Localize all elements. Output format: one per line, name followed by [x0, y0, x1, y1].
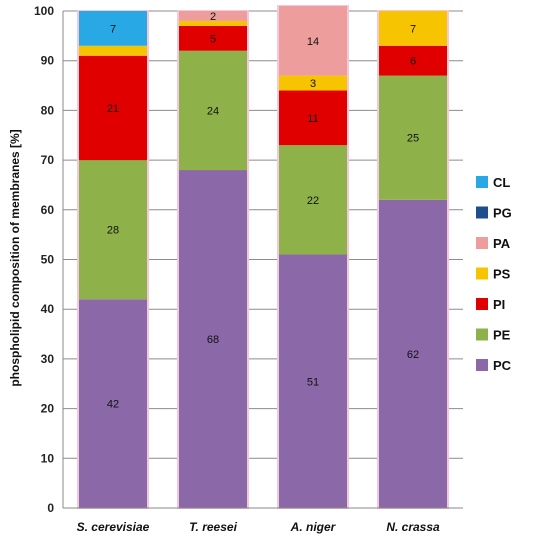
legend-swatch-pg — [476, 206, 488, 219]
bar-segment-pe — [379, 75, 447, 200]
legend-label: PA — [493, 236, 511, 251]
y-tick-label: 10 — [41, 451, 55, 465]
data-label: 21 — [107, 103, 119, 115]
data-label: 28 — [107, 225, 119, 237]
legend-label: PG — [493, 206, 512, 221]
bar-segment-pc — [179, 170, 247, 509]
y-tick-label: 80 — [41, 103, 55, 117]
bar-segment-pe — [79, 160, 147, 300]
data-label: 11 — [307, 113, 318, 125]
legend-swatch-cl — [476, 176, 488, 188]
data-label: 3 — [310, 78, 316, 90]
bar-segment-pa — [279, 6, 347, 76]
y-axis-label: phospholipid composition of membranes [%… — [8, 129, 22, 386]
legend-label: PE — [493, 328, 511, 343]
bar-segment-pi — [179, 25, 247, 51]
x-tick-label: S. cerevisiae — [77, 520, 150, 534]
y-tick-label: 100 — [34, 4, 54, 18]
x-tick-label: A. niger — [290, 520, 337, 534]
y-tick-label: 20 — [41, 402, 55, 416]
legend-swatch-pe — [476, 328, 488, 341]
legend: CL PG PA PS PI PE PC — [476, 175, 512, 373]
legend-label: PS — [493, 267, 511, 282]
data-label: 2 — [210, 11, 216, 23]
bar-segment-pi — [79, 55, 147, 161]
y-tick-label: 30 — [41, 352, 55, 366]
bar-segment-ps — [279, 75, 347, 91]
legend-label: CL — [493, 175, 510, 190]
legend-label: PI — [493, 297, 505, 312]
bar-segment-pi — [279, 90, 347, 146]
y-tick-label: 60 — [41, 203, 55, 217]
bar-segment-pa — [179, 11, 247, 21]
bar-segment-ps — [379, 11, 447, 46]
bar-segment-pi — [379, 45, 447, 76]
bar-segment-pc — [379, 199, 447, 509]
legend-label: PC — [493, 358, 512, 373]
data-label: 25 — [407, 133, 419, 145]
y-tick-label: 70 — [41, 153, 55, 167]
data-label: 42 — [107, 399, 119, 411]
y-tick-label: 40 — [41, 302, 55, 316]
bar-segment-pc — [79, 299, 147, 508]
y-axis-ticks: 0 10 20 30 40 50 60 70 80 90 100 — [34, 4, 54, 515]
data-label: 22 — [307, 195, 319, 207]
bars: 42 28 21 7 68 24 5 2 51 22 11 3 14 62 25 6 7 — [77, 5, 449, 510]
bar-segment-ps — [79, 45, 147, 56]
bar-segment-pe — [179, 50, 247, 171]
bar-segment-cl — [79, 11, 147, 46]
data-label: 51 — [307, 376, 319, 388]
data-label: 5 — [210, 33, 216, 45]
data-label: 6 — [410, 56, 416, 68]
data-label: 68 — [207, 334, 219, 346]
data-label: 24 — [207, 105, 219, 117]
legend-swatch-ps — [476, 267, 488, 280]
y-tick-label: 0 — [47, 501, 54, 515]
x-tick-label: N. crassa — [386, 520, 440, 534]
x-axis-labels: S. cerevisiae T. reesei A. niger N. crassa — [77, 520, 440, 534]
data-label: 7 — [410, 23, 416, 35]
bar-segment-pe — [279, 145, 347, 255]
bar-segment-pc — [279, 254, 347, 508]
x-tick-label: T. reesei — [189, 520, 237, 534]
bar-segment-ps — [179, 20, 247, 26]
legend-swatch-pa — [476, 237, 488, 249]
data-label: 7 — [110, 23, 116, 35]
legend-swatch-pc — [476, 359, 488, 371]
legend-swatch-pi — [476, 298, 488, 310]
y-tick-label: 50 — [41, 253, 55, 267]
data-label: 14 — [307, 36, 319, 48]
y-tick-label: 90 — [41, 54, 55, 68]
data-label: 62 — [407, 349, 419, 361]
